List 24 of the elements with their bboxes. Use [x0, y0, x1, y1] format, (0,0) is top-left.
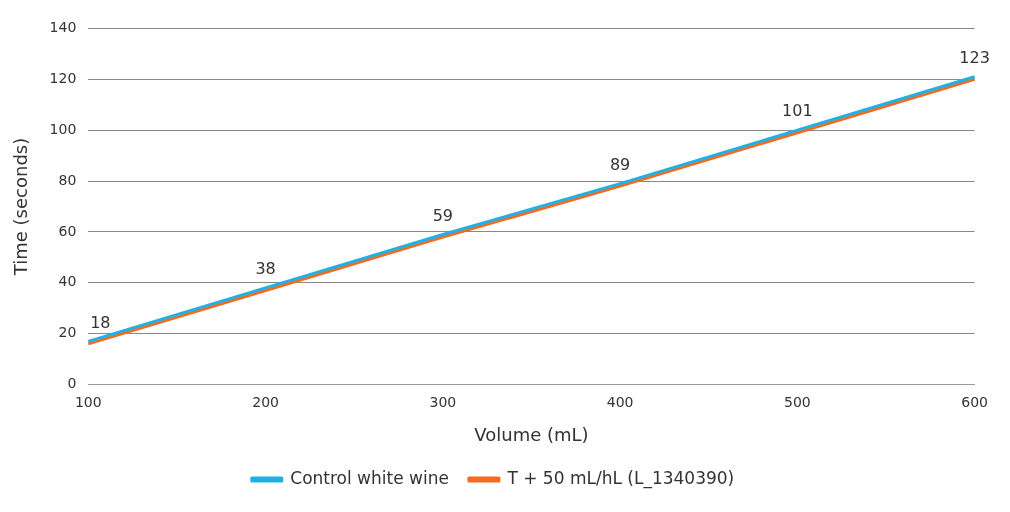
- y-tick-label: 120: [49, 69, 77, 86]
- annotation: 38: [255, 259, 276, 279]
- y-tick-label: 40: [58, 273, 77, 290]
- x-tick-label: 100: [74, 393, 102, 410]
- y-tick-label: 20: [58, 324, 77, 341]
- y-tick-label: 100: [49, 120, 77, 137]
- legend-label: Control white wine: [290, 467, 449, 488]
- annotation: 123: [959, 47, 990, 67]
- y-tick-label: 80: [58, 171, 77, 188]
- x-tick-label: 400: [606, 393, 634, 410]
- annotation: 101: [782, 101, 813, 121]
- y-axis-title: Time (seconds): [10, 137, 32, 277]
- legend-label: T + 50 mL/hL (L_1340390): [506, 467, 735, 489]
- x-tick-label: 300: [429, 393, 457, 410]
- x-tick-label: 200: [252, 393, 279, 410]
- annotation: 18: [90, 312, 111, 332]
- annotation: 59: [432, 205, 454, 225]
- x-tick-label: 500: [784, 393, 811, 410]
- y-tick-label: 140: [49, 19, 77, 36]
- x-axis-title: Volume (mL): [474, 423, 589, 445]
- y-tick-label: 0: [67, 375, 77, 392]
- annotation: 89: [609, 154, 631, 174]
- x-tick-label: 600: [961, 393, 989, 410]
- y-tick-label: 60: [58, 222, 77, 239]
